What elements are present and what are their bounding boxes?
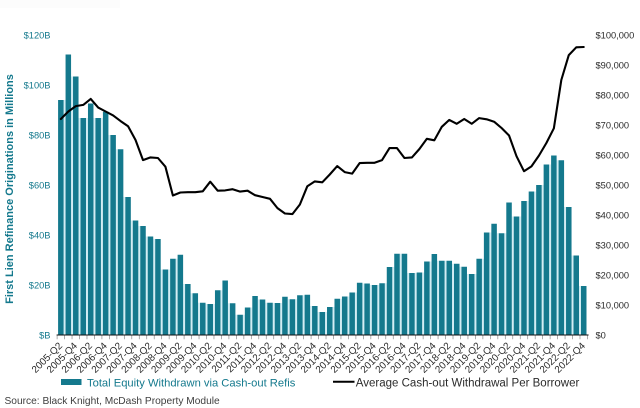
svg-text:$40B: $40B [29, 230, 51, 240]
svg-text:$20,000: $20,000 [596, 270, 630, 280]
svg-text:Total Equity Withdrawn via Cas: Total Equity Withdrawn via Cash-out Refi… [87, 377, 296, 389]
svg-text:First Lien Refinance Originati: First Lien Refinance Originations in Mil… [4, 74, 16, 304]
svg-text:Average Cash-out Withdrawal Pe: Average Cash-out Withdrawal Per Borrower [356, 377, 580, 389]
svg-text:$0: $0 [596, 330, 606, 340]
svg-text:$80,000: $80,000 [596, 90, 630, 100]
svg-text:$30,000: $30,000 [596, 240, 630, 250]
svg-text:$100,000: $100,000 [596, 30, 635, 40]
svg-text:$10,000: $10,000 [596, 300, 630, 310]
svg-text:$60B: $60B [29, 180, 51, 190]
svg-text:$90,000: $90,000 [596, 60, 630, 70]
svg-text:$50,000: $50,000 [596, 180, 630, 190]
svg-text:$80B: $80B [29, 130, 51, 140]
svg-text:$60,000: $60,000 [596, 150, 630, 160]
svg-text:$40,000: $40,000 [596, 210, 630, 220]
svg-text:$100B: $100B [24, 80, 51, 90]
svg-text:$20B: $20B [29, 280, 51, 290]
svg-text:Source: Black Knight, McDash P: Source: Black Knight, McDash Property Mo… [5, 396, 221, 407]
svg-text:$70,000: $70,000 [596, 120, 630, 130]
svg-text:$120B: $120B [24, 30, 51, 40]
svg-text:$B: $B [39, 330, 50, 340]
